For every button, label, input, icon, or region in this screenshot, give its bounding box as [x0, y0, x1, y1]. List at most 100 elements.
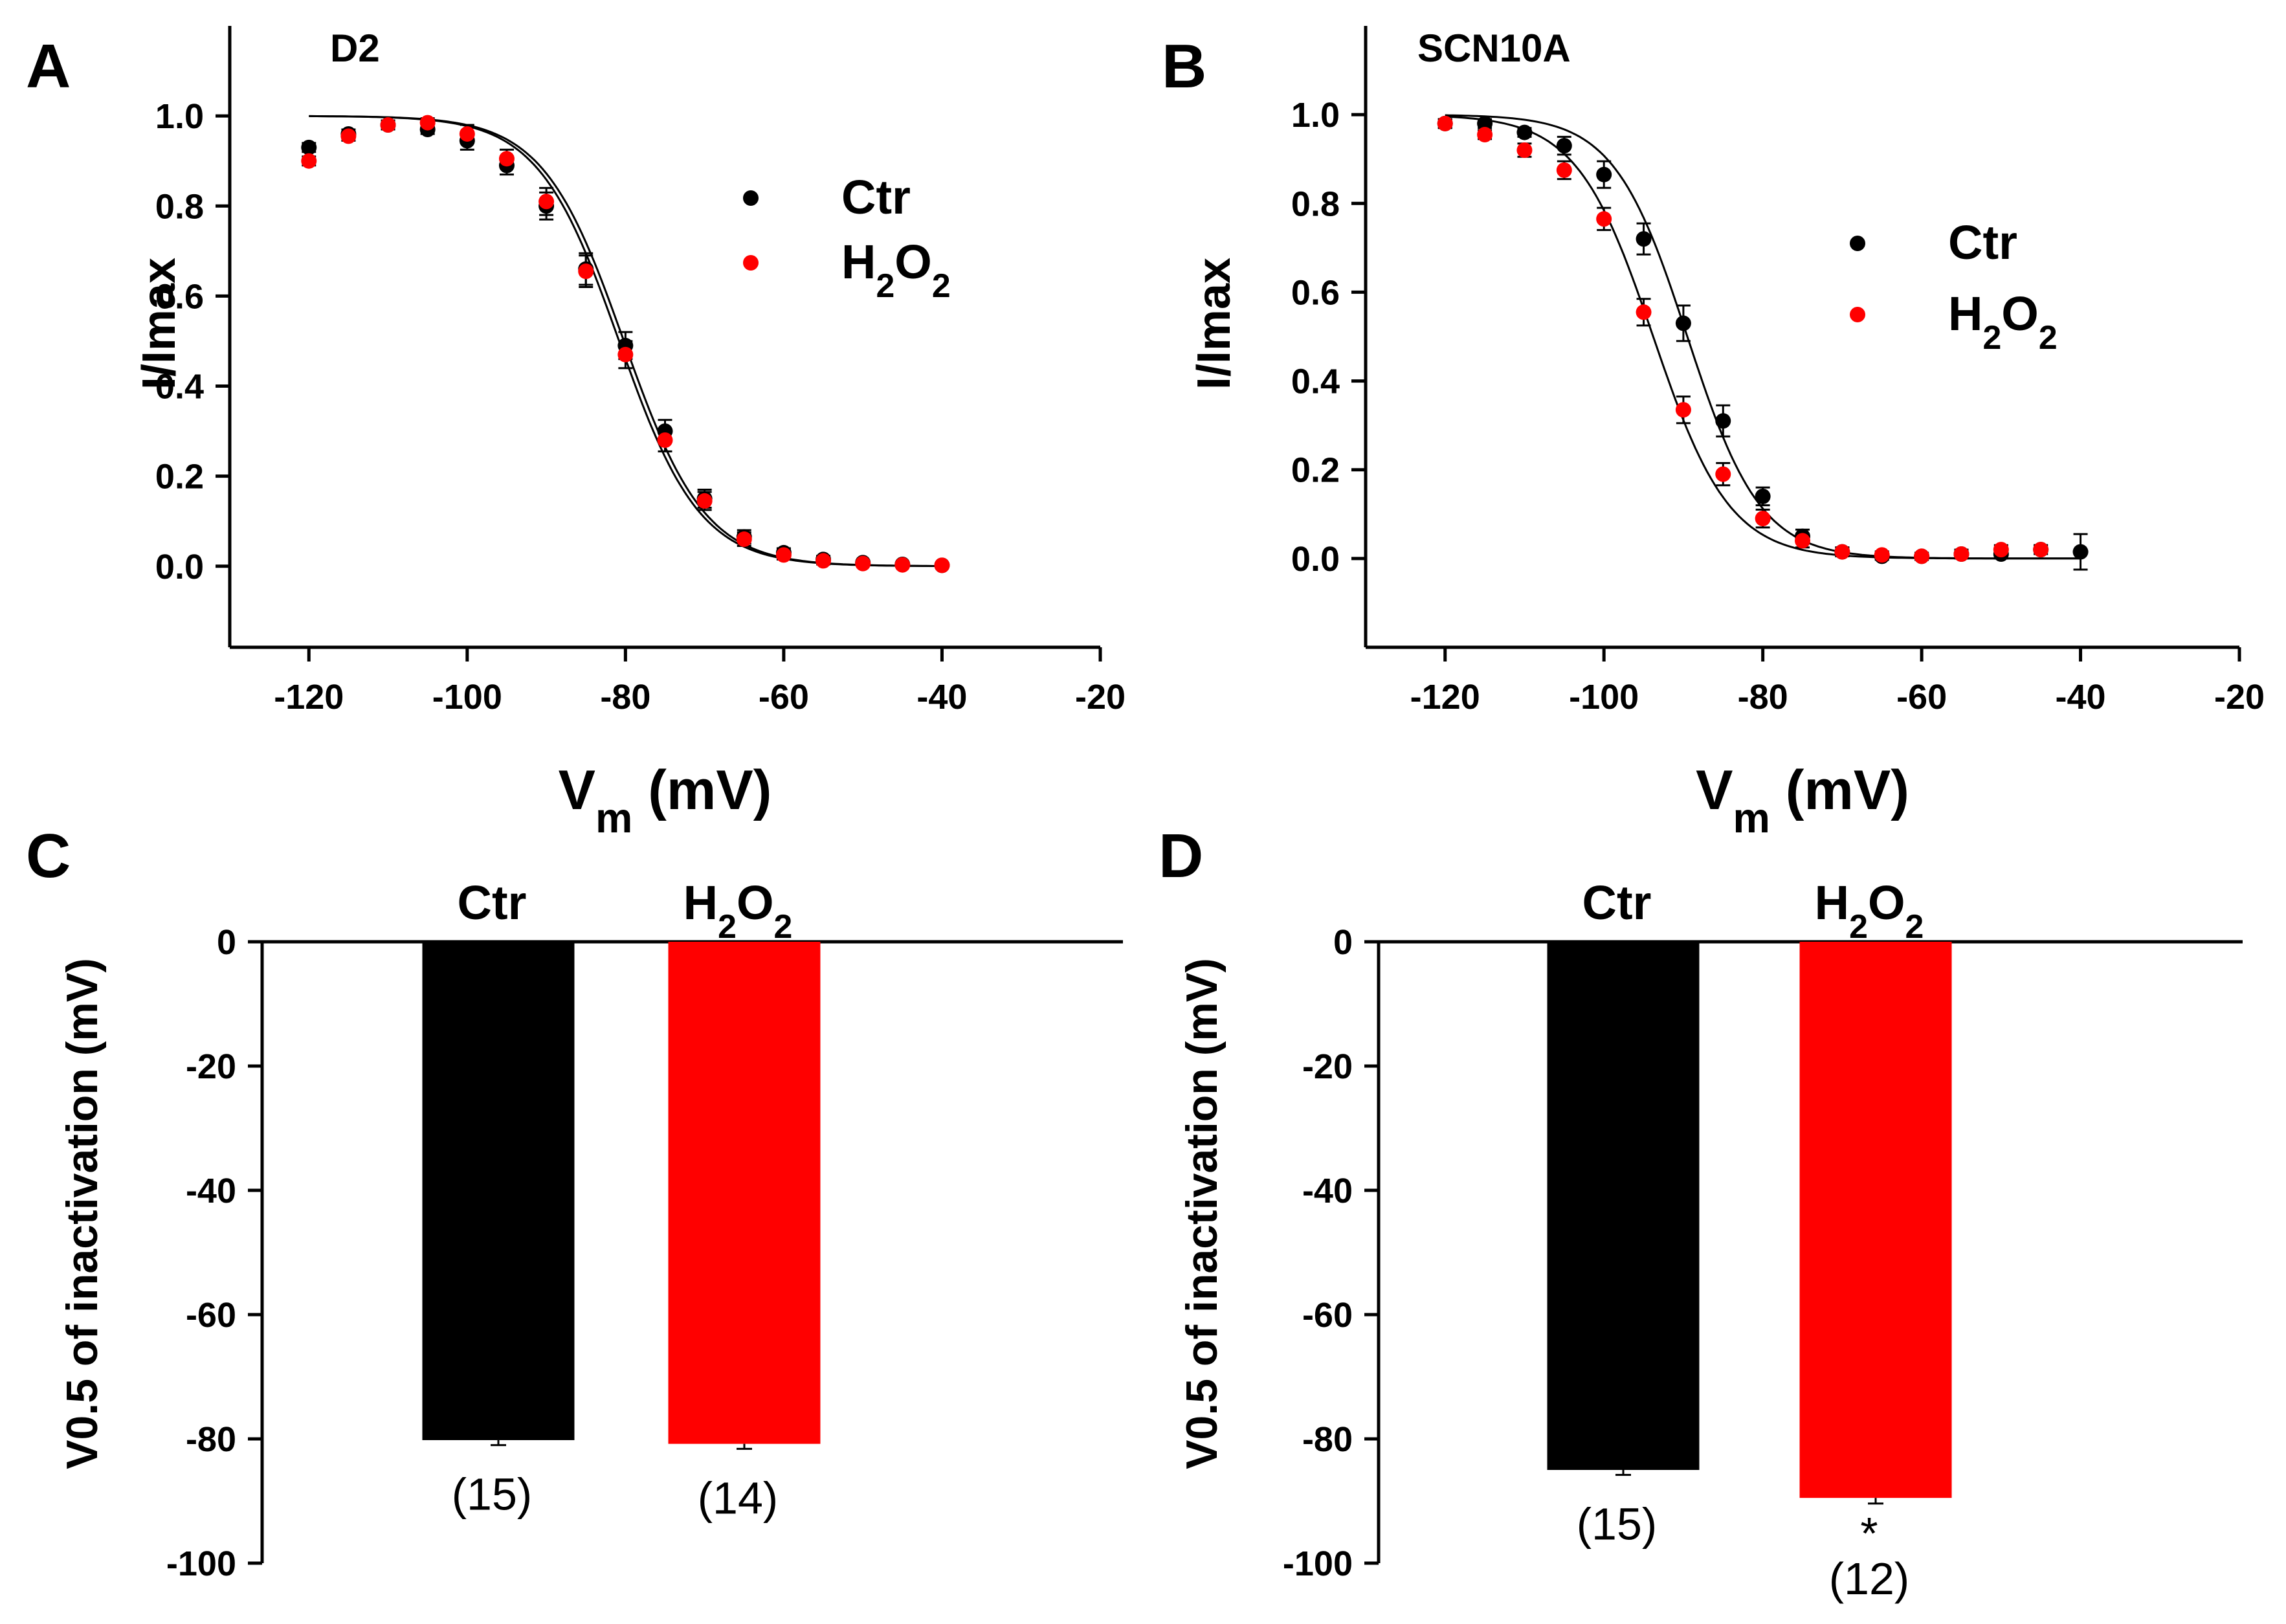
bar-h2o2: [668, 942, 821, 1444]
text-fragment: H: [683, 876, 718, 929]
x-axis-title: Vm (mV): [1696, 759, 1909, 841]
x-axis-title-sub: m: [595, 795, 632, 841]
text-fragment: O: [2001, 287, 2039, 340]
x-tick-label: -60: [759, 678, 809, 717]
legend-label-h2o2: H2O2: [1948, 287, 2058, 356]
legend-label-ctr: Ctr: [841, 170, 911, 224]
x-tick-label: -60: [1896, 678, 1947, 717]
text-fragment: Ctr: [458, 876, 527, 929]
y-tick-label: -80: [1302, 1420, 1353, 1459]
panel-letter: C: [26, 821, 71, 891]
significance-marker: *: [1860, 1508, 1878, 1559]
category-label-ctr: Ctr: [458, 876, 527, 929]
x-tick-label: -120: [274, 678, 344, 717]
text-fragment: Ctr: [1948, 216, 2017, 269]
text-fragment: Ctr: [1582, 876, 1652, 929]
data-point-h2o2: [1636, 304, 1652, 320]
text-fragment: 2: [1982, 318, 2001, 356]
n-label-h2o2: (14): [698, 1473, 778, 1523]
y-tick-label: 0.2: [1291, 451, 1340, 490]
data-point-ctr: [1556, 138, 1572, 154]
x-axis-title-sub: m: [1733, 795, 1770, 841]
y-axis-title: V0.5 of inactivation (mV): [58, 958, 107, 1469]
panel-title: D2: [330, 27, 380, 70]
data-point-h2o2: [934, 557, 950, 573]
y-axis-title: I/Imax: [1188, 258, 1240, 390]
data-point-h2o2: [696, 493, 713, 509]
legend-label-ctr: Ctr: [1948, 216, 2017, 269]
text-fragment: 2: [876, 267, 894, 304]
bar-h2o2: [1799, 942, 1952, 1498]
y-tick-label: -100: [1283, 1544, 1353, 1583]
y-tick-label: -60: [186, 1296, 236, 1335]
text-fragment: O: [737, 876, 774, 929]
category-label-ctr: Ctr: [1582, 876, 1652, 929]
panel-b: -120 -100 -80 -60 -40 -20 0.0 0.2 0.4 0.6 0.8 1.0 Vm…: [1162, 26, 2265, 841]
data-point-h2o2: [538, 194, 555, 210]
data-point-ctr: [1596, 166, 1612, 183]
panel-c: 0 -20 -40 -60 -80 -100 V0.5 of inactivation (m…: [26, 821, 1123, 1583]
panel-letter: D: [1159, 821, 1203, 891]
y-tick-label: 0.4: [1291, 362, 1340, 401]
data-point-h2o2: [459, 126, 475, 142]
data-point-h2o2: [2033, 542, 2049, 558]
data-point-ctr: [1675, 315, 1691, 331]
n-label-ctr: (15): [1577, 1499, 1657, 1550]
data-point-ctr: [1516, 124, 1533, 140]
legend-marker-h2o2: [1850, 307, 1865, 322]
y-tick-label: -60: [1302, 1296, 1353, 1335]
legend-marker-h2o2: [743, 255, 759, 271]
data-point-h2o2: [1953, 546, 1970, 562]
category-label-h2o2: H2O2: [683, 876, 793, 945]
text-fragment: Ctr: [841, 170, 911, 224]
y-tick-label: 0.0: [155, 548, 204, 586]
n-label-ctr: (15): [452, 1469, 532, 1520]
data-point-h2o2: [301, 153, 317, 169]
x-axis-title-rest: (mV): [632, 759, 771, 821]
data-point-h2o2: [1596, 211, 1612, 227]
data-point-h2o2: [1874, 547, 1890, 563]
y-tick-label: 0.8: [155, 187, 204, 226]
text-fragment: 2: [2039, 318, 2058, 356]
y-tick-label: 0: [1333, 923, 1353, 962]
y-tick-label: 0.0: [1291, 540, 1340, 579]
y-tick-label: 0.4: [155, 368, 204, 406]
data-point-h2o2: [816, 553, 832, 569]
panel-a: -120 -100 -80 -60 -40 -20 0.0 0.2 0.4 0.6 0.8 1.0 Vm…: [26, 26, 1126, 841]
data-point-h2o2: [1516, 142, 1533, 158]
data-point-h2o2: [1675, 402, 1691, 418]
y-tick-label: -40: [186, 1172, 236, 1210]
data-point-h2o2: [894, 557, 911, 573]
text-fragment: H: [1948, 287, 1982, 340]
text-fragment: 2: [774, 907, 793, 945]
data-point-h2o2: [1477, 127, 1493, 142]
panel-letter: B: [1162, 32, 1206, 101]
y-tick-label: 0.6: [155, 277, 204, 316]
data-point-ctr: [1755, 488, 1771, 504]
x-tick-label: -20: [2214, 678, 2265, 717]
x-tick-label: -80: [1738, 678, 1788, 717]
text-fragment: O: [1868, 876, 1905, 929]
text-fragment: 2: [718, 907, 737, 945]
text-fragment: 2: [1905, 907, 1924, 945]
data-point-h2o2: [657, 432, 673, 448]
data-point-h2o2: [578, 263, 594, 280]
y-tick-label: 0: [217, 923, 236, 962]
text-fragment: 2: [1849, 907, 1868, 945]
y-tick-label: 0.6: [1291, 273, 1340, 312]
y-tick-label: 1.0: [155, 97, 204, 136]
text-fragment: H: [1815, 876, 1849, 929]
data-point-ctr: [1715, 413, 1731, 429]
legend-marker-ctr: [743, 190, 759, 206]
bar-ctr: [422, 942, 575, 1440]
x-tick-label: -100: [432, 678, 502, 717]
data-point-h2o2: [419, 115, 436, 131]
y-tick-label: -100: [166, 1544, 236, 1583]
data-point-h2o2: [1993, 542, 2009, 558]
x-tick-label: -100: [1569, 678, 1639, 717]
data-point-h2o2: [1755, 511, 1771, 527]
x-axis-title-main: V: [559, 759, 595, 821]
data-point-h2o2: [498, 151, 515, 167]
data-point-h2o2: [340, 128, 357, 144]
